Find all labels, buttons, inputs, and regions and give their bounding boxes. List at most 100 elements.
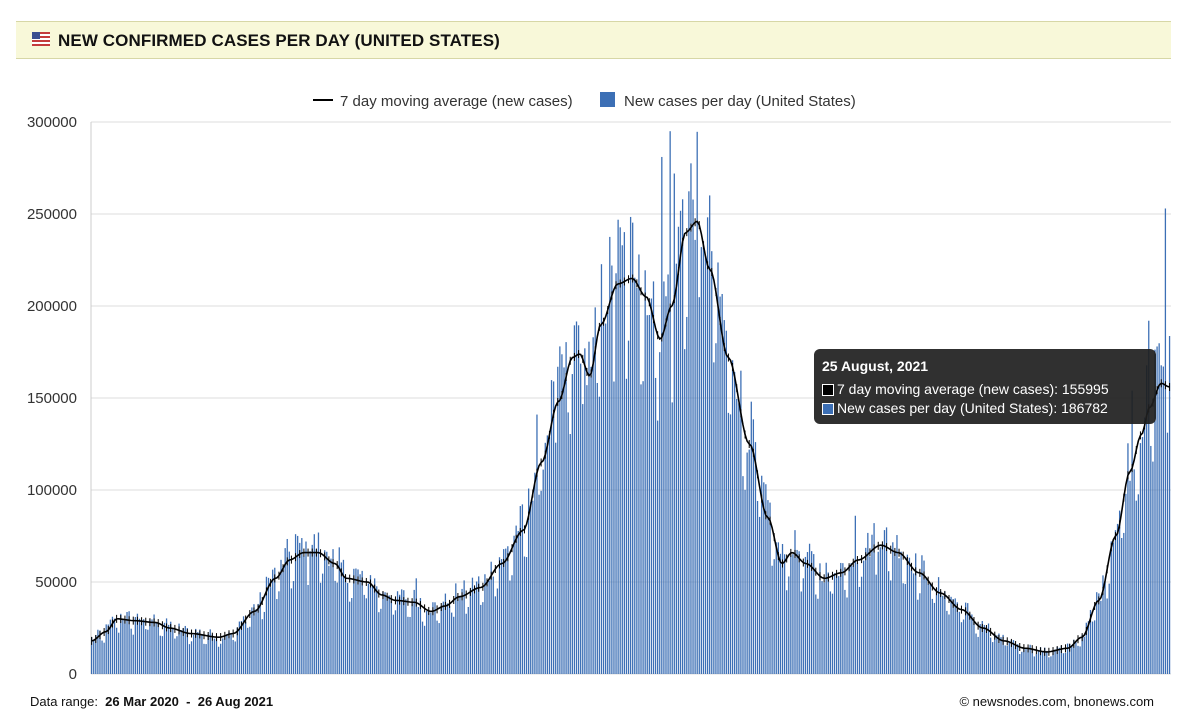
- daily-bar[interactable]: [523, 556, 526, 674]
- daily-bar[interactable]: [940, 591, 942, 674]
- daily-bar[interactable]: [403, 590, 405, 674]
- daily-bar[interactable]: [180, 630, 182, 674]
- daily-bar[interactable]: [251, 607, 253, 674]
- daily-bar[interactable]: [869, 556, 871, 674]
- daily-bar[interactable]: [555, 442, 557, 674]
- daily-bar[interactable]: [317, 532, 320, 674]
- daily-bar[interactable]: [1129, 480, 1131, 674]
- daily-bar[interactable]: [511, 575, 513, 674]
- daily-bar[interactable]: [282, 566, 284, 674]
- daily-bar[interactable]: [336, 582, 338, 674]
- daily-bar[interactable]: [436, 620, 438, 674]
- daily-bar[interactable]: [261, 619, 263, 674]
- daily-bar[interactable]: [178, 623, 180, 674]
- daily-bar[interactable]: [854, 515, 856, 674]
- daily-bar[interactable]: [405, 599, 407, 674]
- daily-bar[interactable]: [340, 562, 342, 674]
- daily-bar[interactable]: [821, 581, 823, 674]
- daily-bar[interactable]: [213, 638, 216, 674]
- daily-bar[interactable]: [1037, 650, 1040, 674]
- daily-bar[interactable]: [459, 595, 461, 674]
- daily-bar[interactable]: [769, 502, 771, 674]
- daily-bar[interactable]: [912, 573, 915, 674]
- daily-bar[interactable]: [326, 551, 328, 674]
- daily-bar[interactable]: [669, 131, 671, 674]
- daily-bar[interactable]: [557, 366, 559, 674]
- daily-bar[interactable]: [448, 605, 451, 674]
- daily-bar[interactable]: [1052, 651, 1054, 674]
- daily-bar[interactable]: [455, 583, 457, 674]
- daily-bar[interactable]: [103, 642, 105, 674]
- daily-bar[interactable]: [1154, 349, 1156, 674]
- daily-bar[interactable]: [594, 307, 596, 674]
- daily-bar[interactable]: [1112, 542, 1115, 674]
- daily-bar[interactable]: [209, 629, 211, 674]
- daily-bar[interactable]: [238, 621, 241, 674]
- daily-bar[interactable]: [890, 580, 892, 674]
- daily-bar[interactable]: [775, 542, 777, 674]
- daily-bar[interactable]: [929, 583, 931, 674]
- daily-bar[interactable]: [860, 576, 863, 674]
- daily-bar[interactable]: [367, 583, 370, 674]
- daily-bar[interactable]: [734, 372, 736, 674]
- daily-bar[interactable]: [848, 565, 850, 674]
- daily-bar[interactable]: [1106, 598, 1108, 674]
- daily-bar[interactable]: [657, 420, 659, 674]
- daily-bar[interactable]: [324, 550, 326, 674]
- daily-bar[interactable]: [702, 241, 705, 674]
- daily-bar[interactable]: [105, 624, 107, 674]
- daily-bar[interactable]: [838, 576, 840, 674]
- daily-bar[interactable]: [794, 530, 796, 674]
- daily-bar[interactable]: [948, 614, 950, 674]
- daily-bar[interactable]: [143, 619, 145, 674]
- daily-bar[interactable]: [550, 380, 553, 674]
- daily-bar[interactable]: [149, 619, 151, 674]
- daily-bar[interactable]: [1012, 640, 1015, 674]
- daily-bar[interactable]: [1071, 645, 1073, 674]
- daily-bar[interactable]: [128, 611, 130, 674]
- daily-bar[interactable]: [688, 191, 690, 675]
- daily-bar[interactable]: [698, 297, 700, 674]
- daily-bar[interactable]: [783, 554, 786, 674]
- daily-bar[interactable]: [665, 296, 667, 674]
- daily-bar[interactable]: [145, 629, 147, 674]
- daily-bar[interactable]: [596, 382, 598, 674]
- daily-bar[interactable]: [278, 591, 280, 674]
- daily-bar[interactable]: [960, 622, 963, 674]
- daily-bar[interactable]: [1164, 208, 1167, 675]
- daily-bar[interactable]: [777, 542, 779, 674]
- daily-bar[interactable]: [721, 293, 723, 674]
- daily-bar[interactable]: [667, 274, 669, 674]
- daily-bar[interactable]: [115, 627, 118, 674]
- daily-bar[interactable]: [679, 210, 682, 674]
- daily-bar[interactable]: [151, 619, 153, 674]
- daily-bar[interactable]: [388, 595, 390, 674]
- daily-bar[interactable]: [992, 642, 994, 674]
- daily-bar[interactable]: [349, 601, 351, 674]
- daily-bar[interactable]: [629, 216, 632, 674]
- daily-bar[interactable]: [650, 298, 653, 674]
- daily-bar[interactable]: [584, 348, 586, 674]
- daily-bar[interactable]: [471, 577, 474, 674]
- daily-bar[interactable]: [983, 624, 986, 674]
- daily-bar[interactable]: [811, 551, 813, 674]
- daily-bar[interactable]: [286, 538, 288, 674]
- daily-bar[interactable]: [546, 435, 549, 674]
- daily-bar[interactable]: [438, 623, 440, 674]
- daily-bar[interactable]: [276, 599, 278, 674]
- daily-bar[interactable]: [590, 366, 592, 674]
- daily-bar[interactable]: [1152, 461, 1154, 674]
- daily-bar[interactable]: [509, 580, 511, 674]
- daily-bar[interactable]: [634, 277, 636, 674]
- daily-bar[interactable]: [604, 323, 607, 674]
- daily-bar[interactable]: [773, 559, 775, 674]
- daily-bar[interactable]: [109, 619, 112, 674]
- daily-bar[interactable]: [357, 569, 359, 674]
- daily-bar[interactable]: [1023, 647, 1025, 674]
- daily-bar[interactable]: [1004, 645, 1006, 674]
- daily-bar[interactable]: [840, 562, 842, 674]
- daily-bar[interactable]: [690, 163, 692, 674]
- daily-bar[interactable]: [220, 643, 222, 674]
- daily-bar[interactable]: [1139, 443, 1142, 674]
- daily-bar[interactable]: [380, 608, 382, 674]
